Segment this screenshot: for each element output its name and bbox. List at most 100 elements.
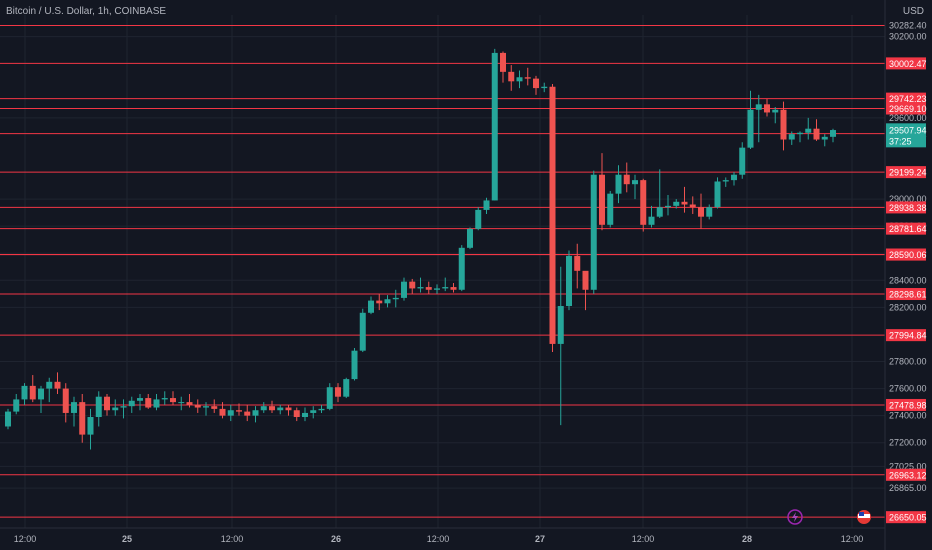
candle-body: [607, 193, 614, 225]
x-tick-label: 12:00: [427, 534, 450, 544]
candle-body: [747, 109, 754, 148]
candle-body: [722, 180, 729, 182]
candle-body: [359, 312, 366, 351]
candle-body: [409, 281, 416, 289]
candle-body: [590, 174, 597, 290]
candle-body: [376, 300, 383, 304]
candle-body: [500, 52, 506, 72]
candle-body: [401, 281, 407, 298]
level-label-box: [886, 222, 926, 235]
candle-body: [227, 410, 234, 416]
level-label: 27478.98: [889, 400, 927, 410]
y-tick-label: 30282.40: [889, 21, 927, 31]
candle-body: [54, 381, 61, 389]
candle-body: [203, 406, 209, 408]
candle-body: [145, 398, 152, 408]
candle-body: [632, 180, 638, 185]
candle-body: [112, 407, 119, 411]
candle-body: [194, 404, 201, 408]
candle-body: [137, 398, 143, 401]
candle-body: [714, 181, 721, 208]
candle-body: [673, 201, 680, 206]
candle-body: [739, 147, 746, 175]
candle-body: [566, 255, 572, 307]
y-tick-label: 27200.00: [889, 438, 927, 448]
candle-body: [813, 128, 820, 140]
candle-body: [623, 174, 630, 185]
level-label-box: [886, 57, 926, 70]
candle-body: [615, 174, 622, 194]
level-label-box: [886, 288, 926, 301]
candle-body: [310, 410, 317, 413]
level-label-box: [886, 92, 926, 105]
candle-body: [788, 134, 795, 140]
level-label: 28298.61: [889, 290, 927, 300]
candle-body: [326, 387, 333, 409]
candle-body: [318, 408, 325, 411]
y-tick-label: 29600.00: [889, 113, 927, 123]
candle-body: [13, 399, 20, 412]
lightning-icon[interactable]: [787, 509, 803, 525]
candle-body: [302, 412, 308, 418]
candle-body: [417, 287, 424, 289]
candle-body: [285, 407, 292, 411]
chart-title: Bitcoin / U.S. Dollar, 1h, COINBASE: [6, 6, 167, 17]
candle-body: [706, 207, 713, 217]
lightning-icon-glyph: [792, 512, 798, 522]
candle-body: [805, 128, 812, 133]
y-tick-label: 27025.00: [889, 461, 927, 471]
level-label-box: [886, 102, 926, 115]
candle-body: [186, 402, 193, 405]
candle-body: [178, 402, 185, 404]
level-label: 28938.38: [889, 203, 927, 213]
candle-body: [95, 396, 102, 418]
candle-body: [516, 77, 523, 82]
candle-body: [434, 288, 440, 290]
candle-body: [236, 410, 242, 412]
candle-body: [450, 287, 457, 290]
x-tick-label: 12:00: [14, 534, 37, 544]
x-tick-label: 26: [331, 534, 341, 544]
x-tick-label: 27: [535, 534, 545, 544]
currency-label: USD: [902, 6, 924, 17]
candle-body: [755, 104, 762, 110]
candle-body: [821, 136, 828, 140]
y-tick-label: 30200.00: [889, 32, 927, 42]
candle-body: [153, 399, 160, 408]
candle-body: [599, 174, 605, 225]
candle-body: [648, 216, 655, 225]
y-tick-label: 28200.00: [889, 302, 927, 312]
x-tick-label: 12:00: [841, 534, 864, 544]
candle-body: [38, 388, 44, 400]
candle-body: [475, 209, 482, 229]
candle-body: [269, 406, 275, 411]
candle-body: [351, 350, 358, 380]
candle-body: [161, 398, 168, 400]
candle-body: [665, 205, 671, 208]
candle-body: [524, 77, 531, 79]
candle-body: [772, 109, 779, 113]
level-label: 27994.84: [889, 331, 927, 341]
candle-body: [368, 300, 374, 313]
level-label: 29669.10: [889, 104, 927, 114]
x-tick-label: 12:00: [221, 534, 244, 544]
y-tick-label: 29000.00: [889, 194, 927, 204]
level-label-box: [886, 201, 926, 214]
level-label-box: [886, 329, 926, 342]
level-label-box: [886, 398, 926, 411]
level-label: 30002.47: [889, 59, 927, 69]
candle-body: [260, 406, 267, 411]
y-tick-label: 27800.00: [889, 357, 927, 367]
candle-body: [219, 408, 226, 416]
candle-countdown: 37:25: [889, 136, 912, 146]
candle-body: [582, 270, 589, 290]
candle-body: [533, 78, 539, 89]
candle-body: [458, 247, 465, 290]
us-flag-icon-canton: [859, 512, 864, 516]
candle-body: [244, 411, 251, 416]
candle-body: [491, 52, 498, 201]
level-label: 28590.06: [889, 250, 927, 260]
candle-body: [574, 255, 581, 271]
y-tick-label: 26865.00: [889, 483, 927, 493]
